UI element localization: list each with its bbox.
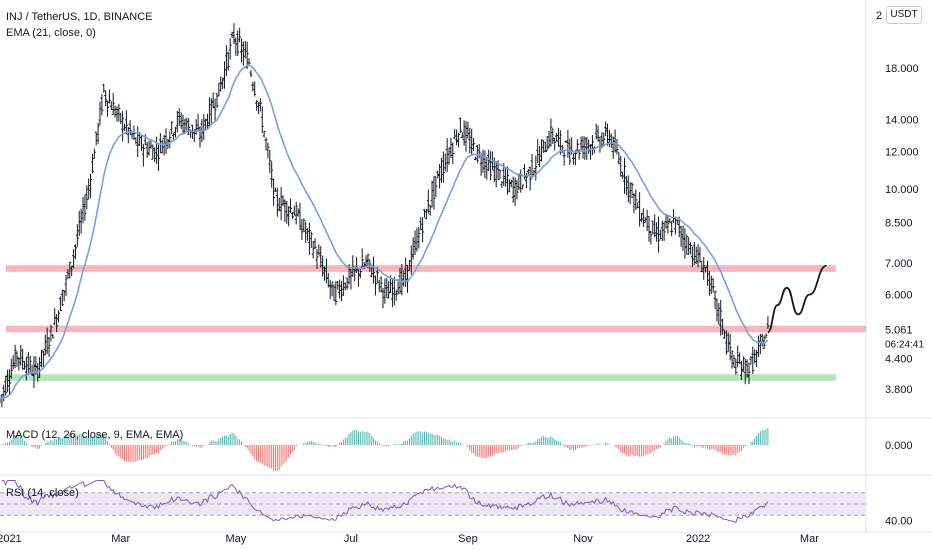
price-axis-label: 10.000 <box>885 184 919 196</box>
rsi-indicator-label[interactable]: RSI (14, close) <box>6 487 79 499</box>
horizontal-zone-2 <box>6 374 836 381</box>
price-axis-label: 14.000 <box>885 115 919 127</box>
chart-title: INJ / TetherUS, 1D, BINANCE <box>6 11 153 23</box>
time-axis-label: Sep <box>458 533 478 545</box>
rsi-axis-label: 40.00 <box>885 516 913 528</box>
macd-axis-label: 0.000 <box>885 440 913 452</box>
clipped-price-label: 2 <box>876 10 883 22</box>
candles-group <box>0 23 770 408</box>
countdown-label: 06:24:41 <box>885 340 924 351</box>
rsi-line <box>1 480 769 524</box>
projection-path-drawing <box>767 264 827 334</box>
price-axis-label: 12.000 <box>885 147 919 159</box>
time-axis-label: May <box>225 533 246 545</box>
price-axis-label: 6.000 <box>885 290 913 302</box>
macd-indicator-label[interactable]: MACD (12, 26, close, 9, EMA, EMA) <box>6 429 184 441</box>
price-axis-label: 18.000 <box>885 63 919 75</box>
ema-indicator-label[interactable]: EMA (21, close, 0) <box>6 27 96 39</box>
price-axis-label: 7.000 <box>885 258 913 270</box>
price-axis-label: 3.800 <box>885 384 913 396</box>
horizontal-zone-0 <box>6 265 836 272</box>
time-axis-label: Mar <box>111 533 130 545</box>
ema-line <box>0 64 769 400</box>
last-price-label: 5.061 <box>885 325 913 337</box>
horizontal-zone-1 <box>6 325 866 333</box>
time-axis-label: 2021 <box>0 533 22 545</box>
price-axis-label: 4.400 <box>885 354 913 366</box>
time-axis-label: Mar <box>800 533 819 545</box>
time-axis-label: Jul <box>344 533 358 545</box>
time-axis-label: Nov <box>573 533 593 545</box>
macd-histogram-group <box>1 427 769 471</box>
price-axis-label: 8.500 <box>885 218 913 230</box>
time-axis-label: 2022 <box>686 533 710 545</box>
currency-badge[interactable]: USDT <box>886 6 922 24</box>
rsi-band <box>0 492 866 516</box>
